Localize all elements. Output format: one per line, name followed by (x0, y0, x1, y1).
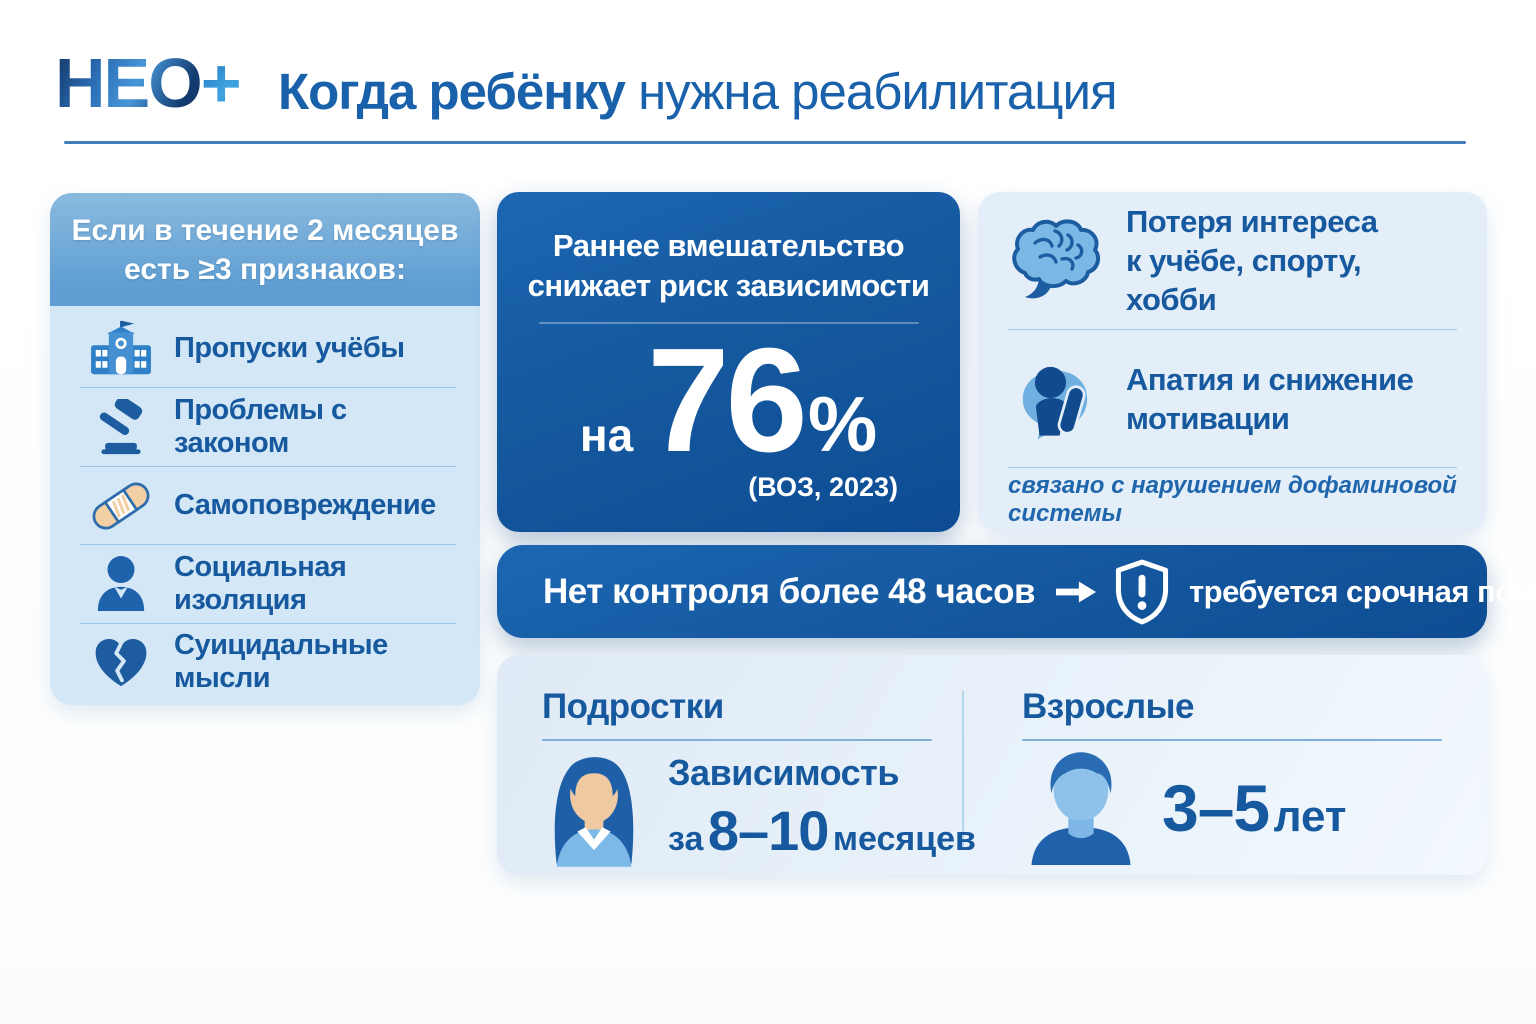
arrow-right-icon (1055, 578, 1097, 606)
teens-column: Подростки Зависимость за (497, 655, 976, 875)
symptom-label-line1: Потеря интереса (1126, 204, 1378, 239)
divider (1008, 329, 1457, 330)
stat-prefix: на (579, 409, 634, 461)
list-item-law-problems: Проблемы с законом (50, 388, 480, 465)
alert-action: требуется срочная помощь (1188, 573, 1536, 609)
shield-exclamation-icon (1113, 559, 1171, 625)
symptom-label: Потеря интереса к учёбе, спорту, хобби (1126, 202, 1457, 319)
adults-text: 3–5 лет (1162, 766, 1346, 846)
alert-condition: Нет контроля более 48 часов (543, 571, 1035, 611)
divider (80, 544, 456, 546)
slouched-person-icon (1008, 355, 1104, 443)
page-title-bold: Когда ребёнку (278, 63, 626, 120)
list-item-label: Социальная изоляция (174, 550, 347, 616)
adult-man-avatar (1022, 747, 1140, 865)
teen-girl-avatar (542, 747, 646, 867)
symptom-label: Апатия и снижение мотивации (1126, 360, 1414, 438)
list-item-school-absence: Пропуски учёбы (50, 310, 480, 387)
divider (1008, 467, 1457, 468)
symptoms-note: связано с нарушением дофаминовой системы (1008, 472, 1457, 527)
list-item-label: Самоповреждение (174, 489, 436, 522)
logo-text: НЕО (55, 44, 203, 122)
divider (80, 622, 456, 624)
divider (80, 465, 456, 467)
header-divider (64, 141, 1466, 144)
list-item-suicidal-thoughts: Суицидальные мысли (50, 624, 480, 701)
symptom-label-line2: к учёбе, спорту, хобби (1126, 243, 1362, 317)
adults-duration-value: 3–5 (1162, 771, 1270, 845)
stat-title-line2: снижает риск зависимости (527, 268, 930, 303)
teens-duration: за 8–10 месяцев (668, 798, 976, 863)
list-item-label: Суицидальные мысли (174, 629, 388, 695)
symptom-apathy: Апатия и снижение мотивации (1008, 330, 1457, 467)
vertical-divider (962, 691, 964, 847)
adults-duration-unit: лет (1273, 792, 1347, 841)
list-item-self-harm: Самоповреждение (50, 467, 480, 544)
alert-banner: Нет контроля более 48 часов требуется ср… (497, 545, 1536, 638)
symptom-label-line1: Апатия и снижение (1126, 361, 1414, 397)
page-title: Когда ребёнку нужна реабилитация (278, 62, 1118, 121)
page-title-regular: нужна реабилитация (638, 63, 1118, 120)
criteria-panel-heading: Если в течение 2 месяцев есть ≥3 признак… (50, 193, 480, 306)
list-item-label: Пропуски учёбы (174, 332, 405, 365)
stat-source: (ВОЗ, 2023) (748, 472, 898, 502)
stat-value: 76 (647, 318, 808, 483)
stat-value-row: на76% (497, 327, 960, 475)
criteria-panel: Если в течение 2 месяцев есть ≥3 признак… (50, 193, 480, 705)
criteria-list: Пропуски учёбы Проблемы с законом (50, 306, 480, 705)
stat-unit: % (807, 380, 878, 468)
stat-title: Раннее вмешательство снижает риск зависи… (497, 226, 960, 306)
criteria-heading-line2: есть ≥3 признаков: (124, 252, 406, 286)
adults-body: 3–5 лет (1022, 747, 1487, 865)
teens-duration-value: 8–10 (707, 798, 830, 862)
person-icon (88, 555, 154, 613)
neo-plus-logo: НЕО+ (55, 48, 242, 118)
teens-duration-unit: месяцев (832, 819, 976, 858)
teens-heading: Подростки (542, 687, 724, 726)
teens-body: Зависимость за 8–10 месяцев (542, 747, 976, 867)
logo-plus-icon: + (200, 44, 242, 122)
broken-heart-icon (88, 635, 154, 689)
teens-label: Зависимость (668, 751, 899, 793)
gavel-icon (88, 399, 154, 455)
school-icon (88, 320, 154, 378)
brain-icon (1008, 218, 1104, 303)
divider (538, 322, 919, 324)
timeline-panel: Подростки Зависимость за (497, 655, 1487, 875)
adults-heading: Взрослые (1022, 687, 1195, 726)
symptoms-panel: Потеря интереса к учёбе, спорту, хобби А… (978, 192, 1487, 532)
symptom-interest-loss: Потеря интереса к учёбе, спорту, хобби (1008, 192, 1457, 329)
criteria-heading-line1: Если в течение 2 месяцев (71, 213, 459, 247)
divider (80, 387, 456, 389)
teens-text: Зависимость за 8–10 месяцев (668, 752, 976, 863)
list-item-social-isolation: Социальная изоляция (50, 545, 480, 622)
divider (1022, 739, 1442, 741)
teens-duration-prefix: за (668, 819, 704, 858)
list-item-label: Проблемы с законом (174, 394, 347, 460)
bandage-icon (88, 478, 154, 534)
adults-duration: 3–5 лет (1162, 770, 1346, 846)
stat-title-line1: Раннее вмешательство (552, 228, 905, 263)
adults-column: Взрослые 3–5 лет (962, 655, 1487, 875)
stat-panel: Раннее вмешательство снижает риск зависи… (497, 192, 960, 532)
divider (542, 739, 932, 741)
symptom-label-line2: мотивации (1126, 400, 1290, 436)
